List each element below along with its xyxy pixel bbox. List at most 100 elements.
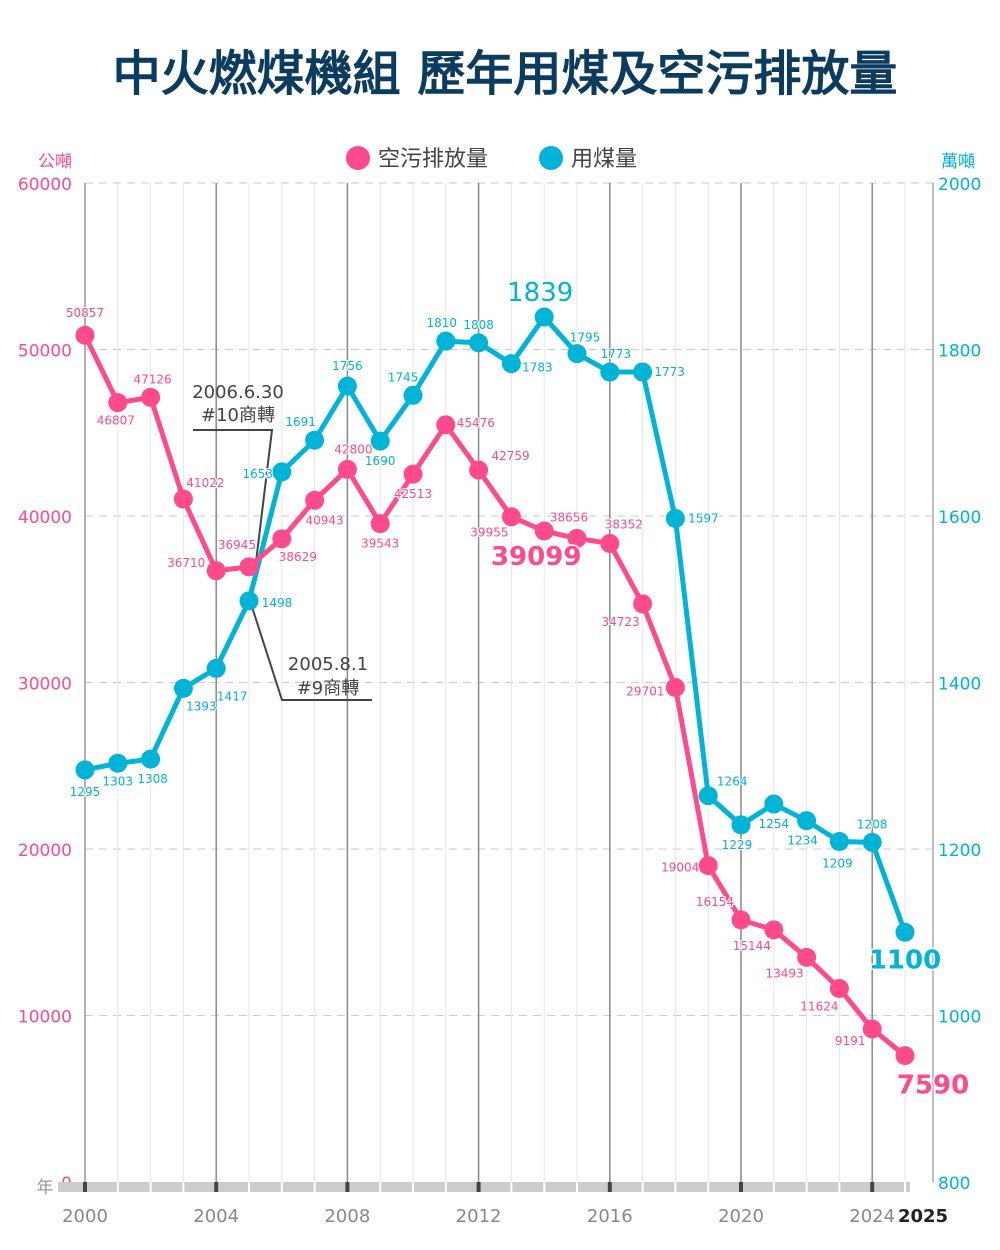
emission-point (829, 978, 849, 998)
emission-data-label: 36710 (167, 556, 205, 570)
coal-point (469, 333, 489, 353)
x-tick (576, 1182, 578, 1192)
x-tick (412, 1182, 414, 1192)
legend-emission-marker (346, 146, 370, 170)
coal-point (534, 307, 554, 327)
x-tick (510, 1182, 513, 1192)
emission-point (173, 489, 193, 509)
emission-data-label: 36945 (218, 538, 256, 552)
coal-data-label: 1254 (759, 817, 790, 831)
coal-point (370, 431, 390, 451)
coal-data-label: 1795 (570, 331, 601, 345)
coal-point (305, 430, 325, 450)
emission-data-label: 39955 (470, 526, 508, 540)
x-tick (476, 1182, 481, 1192)
right-tick-label: 800 (938, 1174, 970, 1194)
x-tick (313, 1182, 316, 1192)
emission-data-label: 38352 (605, 517, 643, 531)
x-tick (543, 1182, 546, 1192)
emission-point (305, 490, 325, 510)
x-tick-label: 2004 (193, 1206, 239, 1227)
legend-emission-label: 空污排放量 (378, 147, 488, 172)
right-tick-label: 1600 (938, 508, 981, 528)
coal-data-label: 1100 (869, 945, 941, 975)
emission-data-label: 50857 (66, 306, 104, 320)
coal-data-label: 1810 (427, 316, 458, 330)
x-tick (345, 1182, 350, 1192)
coal-point (829, 832, 849, 852)
emission-data-label: 29701 (626, 684, 664, 698)
legend-coal-label: 用煤量 (571, 147, 637, 172)
x-tick (805, 1182, 808, 1192)
emission-point (501, 507, 521, 527)
emission-point (698, 856, 718, 876)
emission-data-label: 38629 (279, 550, 317, 564)
axes: 0100002000030000400005000060000800100012… (18, 175, 981, 1227)
coal-point (173, 678, 193, 698)
emission-data-label: 39543 (361, 537, 399, 551)
coal-data-label: 1745 (388, 370, 419, 384)
coal-point (731, 815, 751, 835)
emission-point (600, 533, 620, 553)
left-axis-unit: 公噸 (38, 152, 72, 172)
coal-point (206, 658, 226, 678)
x-tick (904, 1182, 906, 1192)
emission-point (108, 393, 128, 413)
x-tick-label: 2020 (718, 1206, 764, 1227)
coal-point (698, 786, 718, 806)
x-tick (707, 1182, 710, 1192)
coal-data-label: 1653 (243, 467, 274, 481)
coal-data-label: 1234 (787, 834, 818, 848)
coal-data-label: 1808 (463, 318, 494, 332)
coal-point (567, 344, 587, 364)
emission-data-label: 42513 (394, 487, 432, 501)
x-tick (379, 1182, 382, 1192)
emission-data-label: 16154 (696, 895, 734, 909)
coal-data-label: 1839 (507, 278, 573, 308)
coal-data-label: 1295 (70, 785, 101, 799)
emission-point (567, 528, 587, 548)
emission-data-label: 7590 (897, 1071, 969, 1101)
coal-point (75, 760, 95, 780)
coal-data-label: 1208 (857, 817, 888, 831)
coal-data-label: 1690 (365, 454, 396, 468)
emission-data-label: 34723 (602, 615, 640, 629)
emission-point (862, 1019, 882, 1039)
right-tick-label: 1000 (938, 1008, 981, 1028)
coal-data-label: 1783 (522, 361, 553, 375)
emission-point (206, 561, 226, 581)
coal-point (272, 462, 292, 482)
emission-data-label: 15144 (733, 939, 771, 953)
emission-data-label: 42800 (334, 442, 372, 456)
emission-point (403, 464, 423, 484)
emission-data-label: 40943 (306, 513, 344, 527)
left-tick-label: 40000 (18, 508, 72, 528)
coal-point (141, 749, 161, 769)
emission-data-label: 38656 (550, 510, 588, 524)
x-tick-label: 2016 (587, 1206, 633, 1227)
right-axis-unit: 萬噸 (941, 152, 975, 172)
coal-point (764, 794, 784, 814)
emission-point (469, 460, 489, 480)
x-tick-label: 2000 (62, 1206, 108, 1227)
x-tick (772, 1182, 775, 1192)
coal-data-label: 1303 (103, 774, 134, 788)
x-tick (83, 1182, 87, 1192)
x-tick (182, 1182, 185, 1192)
x-tick (641, 1182, 644, 1192)
coal-point (633, 362, 653, 382)
coal-point (403, 385, 423, 405)
coal-data-label: 1597 (688, 511, 719, 525)
coal-data-label: 1229 (722, 838, 753, 852)
annotation-9-date: 2005.8.1 (288, 654, 368, 675)
coal-data-label: 1773 (654, 365, 685, 379)
x-tick-label: 2012 (456, 1206, 502, 1227)
emission-point (75, 325, 95, 345)
emission-point (436, 415, 456, 435)
emission-data-label: 9191 (835, 1034, 866, 1048)
emission-data-label: 46807 (97, 414, 135, 428)
left-tick-label: 20000 (18, 841, 72, 861)
legend-coal-marker (539, 146, 563, 170)
emission-line (82, 334, 907, 1058)
left-tick-label: 30000 (18, 675, 72, 695)
